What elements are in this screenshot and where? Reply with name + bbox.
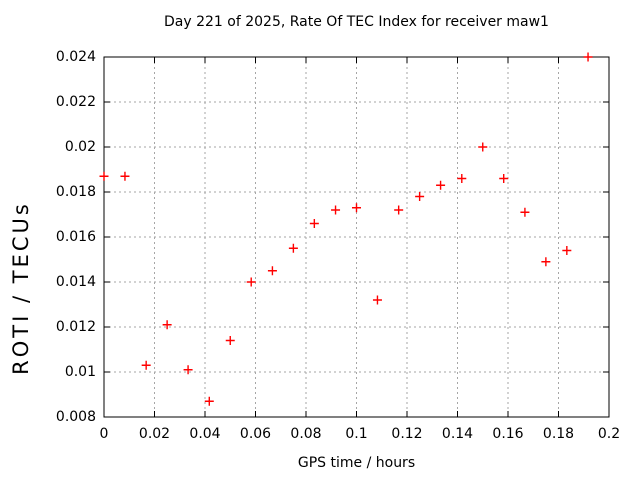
data-point-marker xyxy=(478,142,488,152)
data-point-marker xyxy=(331,205,341,215)
data-point-marker xyxy=(436,180,446,190)
x-tick-label: 0.18 xyxy=(542,426,575,442)
x-tick-label: 0.04 xyxy=(189,426,221,442)
y-tick-label: 0.012 xyxy=(55,319,96,335)
x-axis-label: GPS time / hours xyxy=(297,455,416,471)
data-point-marker xyxy=(352,203,361,213)
x-tick-label: 0.06 xyxy=(239,426,272,442)
x-tick-label: 0.14 xyxy=(441,426,474,442)
data-point-marker xyxy=(415,192,425,201)
y-tick-label: 0.014 xyxy=(55,274,96,290)
x-tick-label: 0.08 xyxy=(290,426,322,442)
data-point-marker xyxy=(183,365,193,375)
data-point-marker xyxy=(520,207,530,217)
x-tick-label: 0.02 xyxy=(138,426,171,442)
y-axis-label: ROTI / TECUs xyxy=(9,201,33,375)
data-point-marker xyxy=(162,320,172,330)
data-point-marker xyxy=(372,295,382,305)
data-point-marker xyxy=(120,171,130,181)
x-tick-label: 0.12 xyxy=(391,426,423,442)
data-point-marker xyxy=(225,336,235,345)
data-point-marker xyxy=(141,360,151,370)
y-tick-label: 0.016 xyxy=(55,229,96,245)
data-point-marker xyxy=(246,277,256,287)
y-tick-label: 0.024 xyxy=(55,49,96,65)
data-point-marker xyxy=(541,257,551,267)
data-point-marker xyxy=(499,174,509,183)
x-tick-label: 0.16 xyxy=(492,426,524,442)
x-tick-label: 0.2 xyxy=(597,426,621,442)
data-point-marker xyxy=(562,246,572,255)
x-tick-label: 0.1 xyxy=(345,426,368,442)
data-point-marker xyxy=(583,52,593,62)
y-tick-label: 0.02 xyxy=(64,139,96,155)
data-point-marker xyxy=(394,205,404,215)
data-point-marker xyxy=(288,243,298,253)
y-tick-label: 0.022 xyxy=(55,94,96,110)
data-point-marker xyxy=(457,174,467,183)
data-point-marker xyxy=(204,396,214,406)
plot-border xyxy=(103,56,610,418)
y-tick-label: 0.018 xyxy=(55,184,96,200)
y-tick-label: 0.008 xyxy=(55,409,96,425)
data-point-marker xyxy=(309,219,319,228)
x-tick-label: 0 xyxy=(99,426,109,442)
chart-title: Day 221 of 2025, Rate Of TEC Index for r… xyxy=(164,14,549,30)
y-tick-label: 0.01 xyxy=(64,364,96,380)
data-point-marker xyxy=(267,266,277,276)
data-point-marker xyxy=(99,171,109,181)
